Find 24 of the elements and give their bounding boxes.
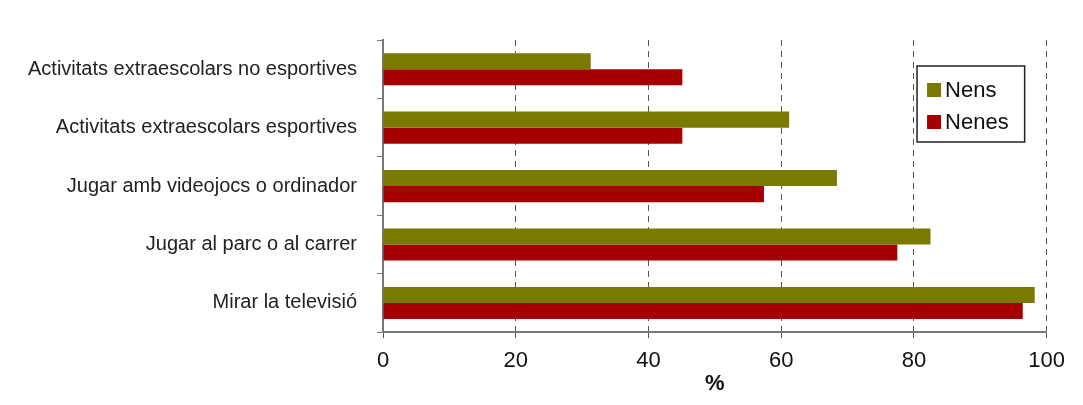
x-tick-label: 0: [376, 347, 390, 373]
x-tick-label: 40: [636, 347, 661, 373]
x-tick-label: 100: [1028, 347, 1066, 373]
x-tick-label: 20: [503, 347, 528, 373]
y-tick-label: Mirar la televisió: [212, 290, 358, 313]
legend-label: Nenes: [945, 109, 1009, 135]
bar: [383, 302, 1023, 320]
y-tick-label: Jugar al parc o al carrer: [145, 232, 358, 255]
y-tick-label: Activitats extraescolars no esportives: [27, 56, 358, 79]
bar: [383, 244, 898, 261]
bar: [383, 111, 790, 128]
x-axis-title: %: [705, 369, 725, 395]
bar: [383, 127, 683, 144]
bar: [383, 170, 837, 187]
bar: [383, 286, 1035, 303]
bar: [383, 186, 764, 203]
y-tick-label: Jugar amb videojocs o ordinador: [66, 173, 358, 196]
x-tick-label: 80: [901, 347, 927, 373]
bar: [383, 69, 683, 86]
legend-label: Nens: [945, 77, 997, 103]
bar: [383, 228, 931, 245]
bar: [383, 53, 591, 70]
y-tick-label: Activitats extraescolars esportives: [55, 115, 358, 138]
x-tick-label: 60: [768, 347, 794, 373]
